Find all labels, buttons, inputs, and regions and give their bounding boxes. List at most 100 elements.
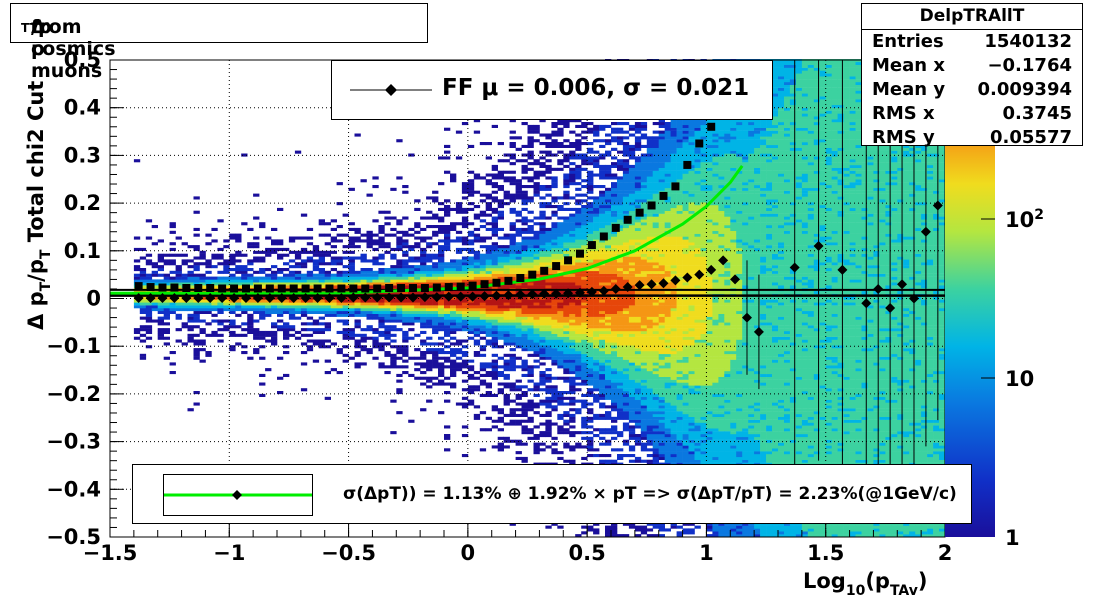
heatmap-cell <box>545 236 552 240</box>
heatmap-cell <box>581 193 588 197</box>
heatmap-cell <box>438 156 445 160</box>
heatmap-cell <box>563 316 570 320</box>
heatmap-cell <box>593 185 600 189</box>
heatmap-cell <box>372 339 379 343</box>
heatmap-cell <box>521 256 528 260</box>
heatmap-cell <box>617 456 624 460</box>
heatmap-cell <box>479 313 487 317</box>
heatmap-cell <box>473 250 481 254</box>
heatmap-cell <box>521 296 528 300</box>
heatmap-cell <box>599 436 606 440</box>
heatmap-cell <box>133 247 141 251</box>
heatmap-cell <box>372 328 379 332</box>
heatmap-cell <box>575 147 582 151</box>
heatmap-cell <box>503 305 510 309</box>
heatmap-cell <box>503 376 510 380</box>
heatmap-cell <box>199 305 206 309</box>
heatmap-cell <box>473 253 481 257</box>
heatmap-cell <box>169 279 176 283</box>
heatmap-cell <box>652 402 659 406</box>
heatmap-cell <box>145 236 153 240</box>
heatmap-cell <box>438 296 445 300</box>
heatmap-cell <box>485 310 492 314</box>
heatmap-cell <box>366 282 373 286</box>
heatmap-cell <box>444 448 451 452</box>
heatmap-cell <box>557 270 564 274</box>
heatmap-cell <box>581 230 588 234</box>
heatmap-cell <box>420 262 427 266</box>
heatmap-cell <box>622 167 630 171</box>
heatmap-cell <box>628 408 636 412</box>
heatmap-cell <box>479 213 487 217</box>
heatmap-cell <box>259 270 266 274</box>
heatmap-cell <box>634 362 642 366</box>
heatmap-cell <box>509 362 516 366</box>
heatmap-cell <box>521 336 528 340</box>
heatmap-cell <box>360 270 367 274</box>
heatmap-cell <box>509 250 516 254</box>
heatmap-cell <box>587 187 594 191</box>
heatmap-cell <box>599 190 606 194</box>
heatmap-cell <box>450 319 457 323</box>
heatmap-cell <box>575 305 582 309</box>
heatmap-cell <box>461 425 469 429</box>
heatmap-cell <box>479 210 487 214</box>
heatmap-cell <box>342 302 349 306</box>
heatmap-cell <box>336 182 343 186</box>
heatmap-cell <box>259 356 266 360</box>
heatmap-cell <box>485 193 492 197</box>
heatmap-cell <box>587 333 594 337</box>
heatmap-cell <box>599 207 606 211</box>
heatmap-cell <box>277 302 284 306</box>
heatmap-cell <box>611 290 618 294</box>
heatmap-cell <box>509 119 516 123</box>
heatmap-cell <box>175 305 182 309</box>
heatmap-cell <box>545 256 552 260</box>
heatmap-cell <box>599 371 606 375</box>
heatmap-cell <box>485 179 492 183</box>
heatmap-cell <box>450 310 457 314</box>
heatmap-cell <box>599 256 606 260</box>
heatmap-cell <box>420 382 427 386</box>
heatmap-cell <box>235 285 242 289</box>
heatmap-cell <box>551 336 558 340</box>
heatmap-cell <box>420 325 427 329</box>
heatmap-cell <box>455 279 463 283</box>
heatmap-cell <box>455 222 463 226</box>
heatmap-cell <box>575 333 582 337</box>
heatmap-cell <box>157 273 164 277</box>
heatmap-cell <box>575 342 582 346</box>
heatmap-cell <box>396 351 403 355</box>
heatmap-cell <box>628 259 636 263</box>
heatmap-cell <box>652 419 659 423</box>
heatmap-cell <box>503 359 510 363</box>
heatmap-cell <box>593 216 600 220</box>
heatmap-cell <box>384 250 391 254</box>
heatmap-cell <box>539 285 546 289</box>
heatmap-cell <box>259 310 266 314</box>
heatmap-cell <box>581 122 588 126</box>
heatmap-cell <box>527 179 534 183</box>
heatmap-cell <box>527 419 534 423</box>
heatmap-cell <box>396 239 403 243</box>
heatmap-cell <box>587 391 594 395</box>
heatmap-cell <box>587 207 594 211</box>
heatmap-cell <box>551 436 558 440</box>
heatmap-cell <box>593 373 600 377</box>
heatmap-cell <box>444 313 451 317</box>
heatmap-cell <box>521 313 528 317</box>
heatmap-cell <box>342 305 349 309</box>
heatmap-cell <box>503 368 510 372</box>
heatmap-cell <box>557 279 564 283</box>
heatmap-cell <box>402 290 409 294</box>
heatmap-cell <box>545 185 552 189</box>
heatmap-cell <box>545 310 552 314</box>
heatmap-cell <box>605 205 612 209</box>
heatmap-cell <box>563 402 570 406</box>
heatmap-cell <box>497 276 504 280</box>
heatmap-cell <box>491 222 498 226</box>
heatmap-cell <box>605 227 612 231</box>
heatmap-cell <box>396 268 403 272</box>
heatmap-cell <box>467 187 475 191</box>
heatmap-cell <box>169 310 176 314</box>
